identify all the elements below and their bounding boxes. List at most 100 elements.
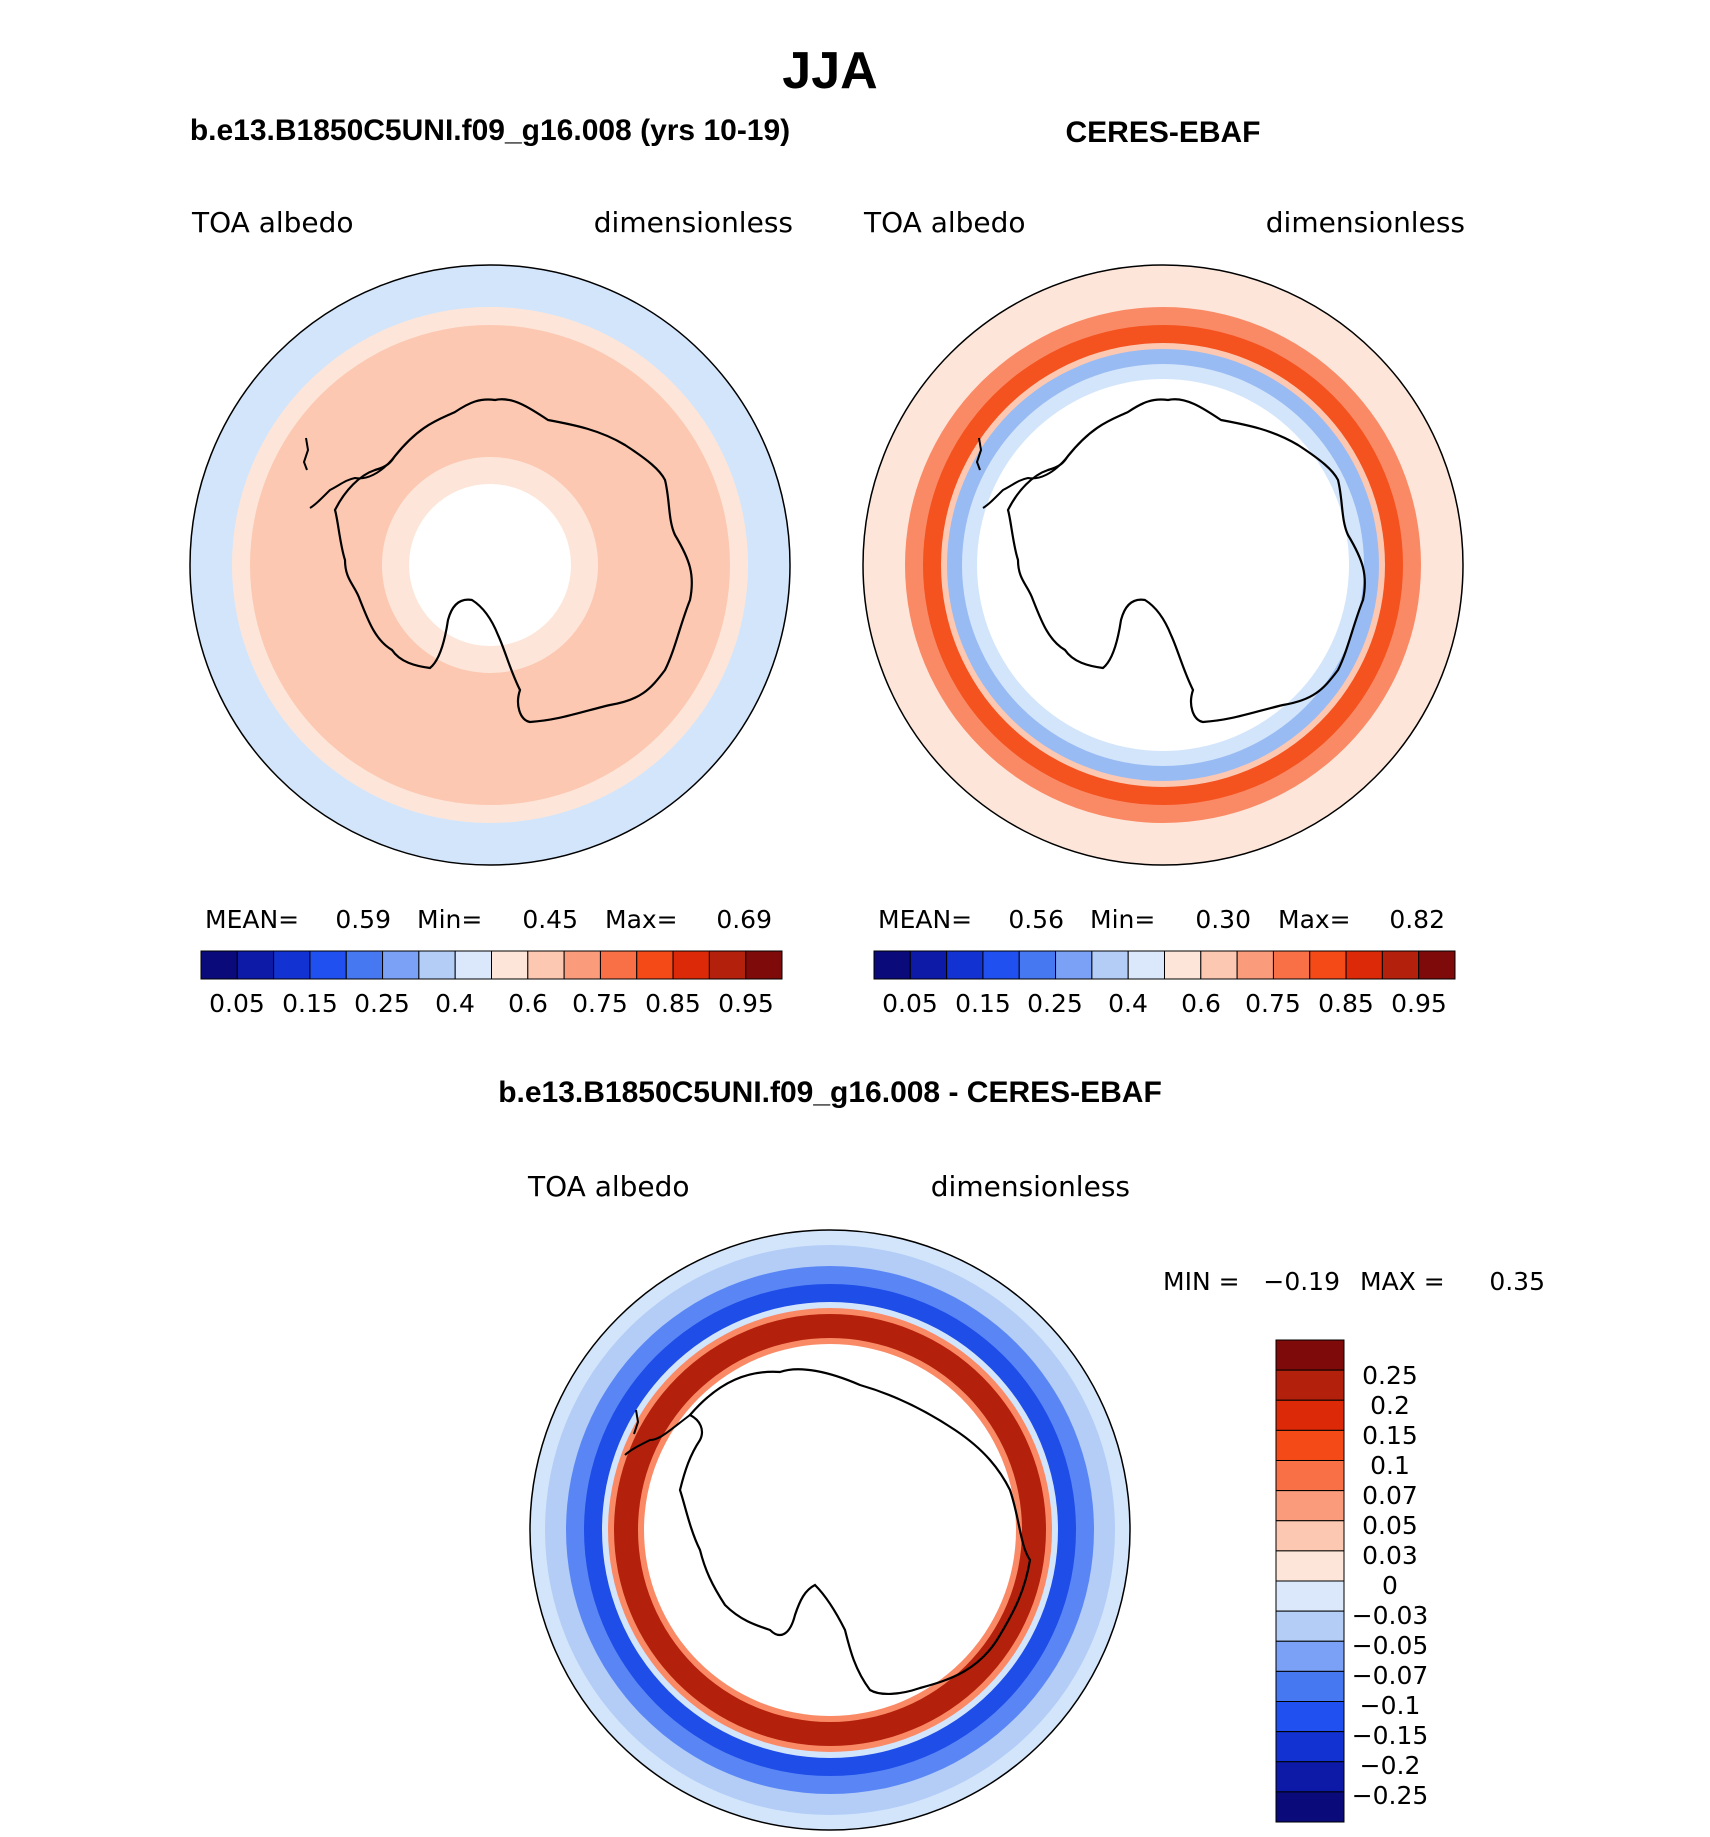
panel-model-title: b.e13.B1850C5UNI.f09_g16.008 (yrs 10-19) <box>190 114 790 147</box>
panel-obs-mean-label: MEAN= <box>878 905 972 934</box>
colorbar-tick-label: 0.25 <box>354 989 410 1018</box>
panel-model-map <box>190 265 790 865</box>
panel-obs-map-border <box>862 264 1464 866</box>
colorbar-tick-label: 0.05 <box>209 989 265 1018</box>
peninsula-island <box>633 1409 640 1435</box>
colorbar-swatch <box>1275 1490 1345 1522</box>
colorbar-tick-label: 0.05 <box>1362 1511 1418 1540</box>
colorbar-swatch <box>1381 950 1420 980</box>
panel-obs-left-label: TOA albedo <box>863 206 1026 239</box>
colorbar-swatch <box>745 950 783 980</box>
panel-diff-max-value: 0.35 <box>1489 1267 1545 1296</box>
panel-model-left-label: TOA albedo <box>191 206 354 239</box>
colorbar-swatch <box>1275 1701 1345 1733</box>
panel-model-colorbar-labels: 0.05 0.15 0.25 0.4 0.6 0.75 0.85 0.95 <box>209 989 774 1018</box>
panel-model: b.e13.B1850C5UNI.f09_g16.008 (yrs 10-19)… <box>189 114 793 1018</box>
colorbar-swatch <box>1345 950 1383 980</box>
colorbar-tick-label: −0.1 <box>1360 1691 1421 1720</box>
panel-model-map-border <box>189 264 791 866</box>
colorbar-tick-label: 0 <box>1382 1571 1398 1600</box>
peninsula-island <box>975 437 983 471</box>
colorbar-swatch <box>527 950 565 980</box>
panel-obs-colorbar <box>873 950 1456 980</box>
colorbar-swatch <box>1309 950 1347 980</box>
colorbar-swatch <box>200 950 238 980</box>
panel-diff-colorbar-labels: 0.25 0.2 0.15 0.1 0.07 0.05 0.03 0 −0.03… <box>1352 1361 1429 1810</box>
panel-obs-mean-value: 0.56 <box>1008 905 1064 934</box>
colorbar-tick-label: −0.15 <box>1352 1721 1429 1750</box>
panel-model-mean-value: 0.59 <box>335 905 391 934</box>
colorbar-tick-label: 0.05 <box>882 989 938 1018</box>
colorbar-tick-label: 0.6 <box>1181 989 1221 1018</box>
panel-diff-max-label: MAX = <box>1360 1267 1445 1296</box>
colorbar-swatch <box>1275 1550 1345 1582</box>
colorbar-tick-label: −0.2 <box>1360 1751 1421 1780</box>
colorbar-tick-label: 0.85 <box>645 989 701 1018</box>
panel-obs-min-value: 0.30 <box>1195 905 1251 934</box>
panel-obs-right-label: dimensionless <box>1266 206 1465 239</box>
colorbar-swatch <box>236 950 275 980</box>
colorbar-tick-label: 0.15 <box>282 989 338 1018</box>
panel-diff-min-label: MIN = <box>1163 1267 1240 1296</box>
panel-diff: b.e13.B1850C5UNI.f09_g16.008 - CERES-EBA… <box>498 1076 1545 1831</box>
colorbar-swatch <box>1018 950 1057 980</box>
panel-diff-map <box>530 1230 1130 1830</box>
colorbar-swatch <box>1055 950 1093 980</box>
panel-obs-colorbar-labels: 0.05 0.15 0.25 0.4 0.6 0.75 0.85 0.95 <box>882 989 1447 1018</box>
colorbar-tick-label: 0.1 <box>1370 1451 1410 1480</box>
colorbar-swatch <box>672 950 710 980</box>
field-contour-band <box>644 1344 1016 1716</box>
colorbar-swatch <box>909 950 948 980</box>
panel-diff-min-value: −0.19 <box>1263 1267 1340 1296</box>
antarctic-peninsula <box>309 455 396 509</box>
colorbar-tick-label: 0.03 <box>1362 1541 1418 1570</box>
figure-title: JJA <box>782 42 877 100</box>
panel-diff-map-border <box>529 1229 1131 1831</box>
colorbar-swatch <box>1275 1339 1345 1371</box>
panel-obs-max-label: Max= <box>1278 905 1351 934</box>
colorbar-tick-label: −0.07 <box>1352 1661 1429 1690</box>
colorbar-tick-label: 0.07 <box>1362 1481 1418 1510</box>
colorbar-swatch <box>309 950 347 980</box>
colorbar-tick-label: −0.25 <box>1352 1781 1429 1810</box>
colorbar-swatch <box>946 950 984 980</box>
colorbar-swatch <box>1275 1460 1345 1492</box>
colorbar-swatch <box>1275 1670 1345 1703</box>
colorbar-swatch <box>1275 1399 1345 1431</box>
colorbar-tick-label: 0.85 <box>1318 989 1374 1018</box>
colorbar-swatch <box>1275 1429 1345 1462</box>
colorbar-tick-label: 0.15 <box>1362 1421 1418 1450</box>
colorbar-swatch <box>1418 950 1456 980</box>
colorbar-tick-label: −0.05 <box>1352 1631 1429 1660</box>
panel-obs: CERES-EBAF TOA albedo dimensionless MEAN… <box>862 116 1465 1018</box>
colorbar-tick-label: 0.25 <box>1362 1361 1418 1390</box>
colorbar-swatch <box>1164 950 1202 980</box>
panel-model-min-value: 0.45 <box>522 905 578 934</box>
colorbar-swatch <box>1091 950 1129 980</box>
colorbar-swatch <box>418 950 456 980</box>
antarctica-coastline <box>1006 398 1366 724</box>
panel-diff-title: b.e13.B1850C5UNI.f09_g16.008 - CERES-EBA… <box>498 1076 1162 1109</box>
field-contour-band <box>977 379 1349 751</box>
panel-obs-max-value: 0.82 <box>1389 905 1445 934</box>
colorbar-swatch <box>382 950 420 980</box>
colorbar-swatch <box>1275 1640 1345 1672</box>
colorbar-tick-label: 0.15 <box>955 989 1011 1018</box>
colorbar-swatch <box>599 950 638 980</box>
antarctic-peninsula <box>982 455 1069 509</box>
panel-model-right-label: dimensionless <box>594 206 793 239</box>
panel-obs-title: CERES-EBAF <box>1065 116 1260 149</box>
panel-model-min-label: Min= <box>417 905 482 934</box>
colorbar-tick-label: 0.95 <box>718 989 774 1018</box>
antarctica-coastline <box>678 1368 1032 1695</box>
colorbar-swatch <box>1275 1731 1345 1763</box>
panel-model-colorbar <box>200 950 783 980</box>
field-contour-band <box>409 484 571 646</box>
colorbar-tick-label: 0.6 <box>508 989 548 1018</box>
panel-model-max-value: 0.69 <box>716 905 772 934</box>
panel-model-mean-label: MEAN= <box>205 905 299 934</box>
colorbar-swatch <box>636 950 674 980</box>
panel-obs-min-label: Min= <box>1090 905 1155 934</box>
colorbar-tick-label: 0.75 <box>572 989 628 1018</box>
colorbar-swatch <box>708 950 747 980</box>
